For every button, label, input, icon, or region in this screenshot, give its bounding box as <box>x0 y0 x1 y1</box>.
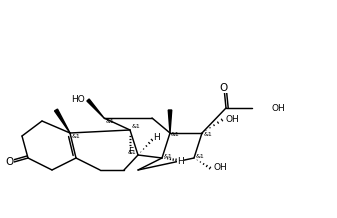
Text: &1: &1 <box>72 133 81 138</box>
Text: H: H <box>153 133 160 143</box>
Text: O: O <box>6 157 14 167</box>
Text: &1: &1 <box>204 133 213 138</box>
Polygon shape <box>55 109 70 133</box>
Text: OH: OH <box>226 114 240 124</box>
Text: &1: &1 <box>196 153 205 158</box>
Text: H: H <box>177 157 184 167</box>
Text: O: O <box>220 83 228 93</box>
Text: &1: &1 <box>106 119 115 124</box>
Polygon shape <box>168 110 172 133</box>
Text: OH: OH <box>272 104 286 112</box>
Text: HO: HO <box>71 94 85 104</box>
Text: &1: &1 <box>132 124 141 129</box>
Text: &1: &1 <box>127 150 136 155</box>
Text: F: F <box>128 146 133 155</box>
Polygon shape <box>87 99 104 118</box>
Text: &1: &1 <box>164 153 173 158</box>
Text: OH: OH <box>214 164 228 172</box>
Text: &1: &1 <box>171 133 180 138</box>
